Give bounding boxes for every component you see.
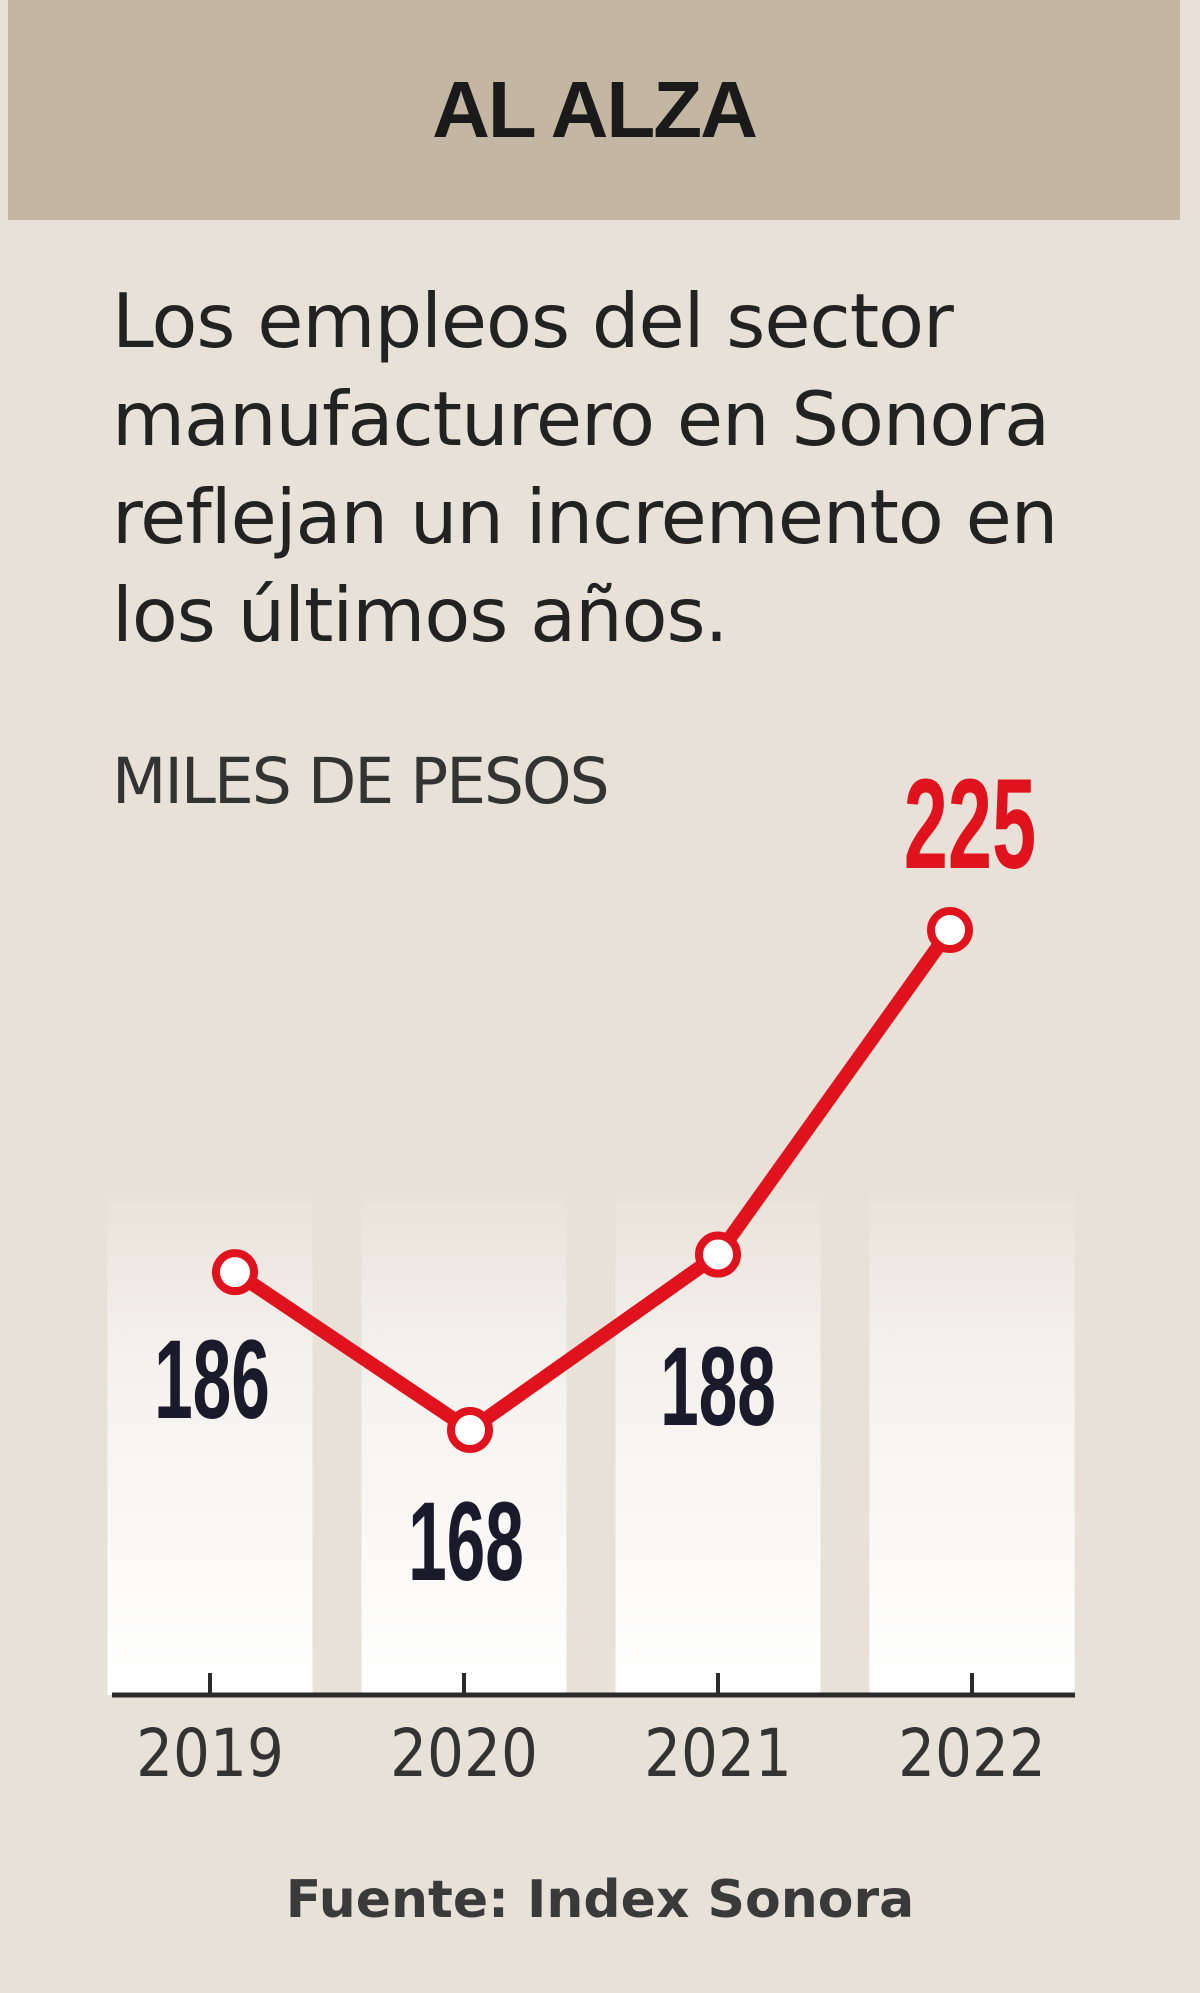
data-label: 186	[154, 1317, 270, 1442]
chart-title: AL ALZA	[432, 65, 758, 154]
source-note: Fuente: Index Sonora	[285, 1870, 915, 1930]
data-labels: 186 168 188 225	[154, 753, 1036, 1604]
chart-description: Los empleos del sector manufacturero en …	[112, 277, 1058, 659]
data-point	[212, 1249, 258, 1296]
data-label: 188	[660, 1324, 776, 1449]
data-label: 225	[904, 753, 1036, 896]
data-point	[447, 1407, 493, 1453]
data-point	[695, 1231, 741, 1278]
series-line	[228, 923, 957, 1437]
line-chart: 186 168 188 225 2019 2020 2021 2022	[107, 753, 1075, 1792]
background-column	[869, 1185, 1075, 1695]
x-tick-label: 2019	[136, 1714, 284, 1792]
x-tick-label: 2022	[898, 1714, 1046, 1792]
data-label: 168	[408, 1479, 524, 1604]
data-point	[927, 907, 973, 953]
x-tick-label: 2021	[644, 1714, 792, 1792]
x-axis-ticks	[208, 1673, 974, 1695]
data-points	[212, 907, 973, 1453]
x-tick-label: 2020	[390, 1714, 538, 1792]
chart-header: AL ALZA	[8, 0, 1180, 220]
units-label: MILES DE PESOS	[112, 745, 610, 818]
x-axis-labels: 2019 2020 2021 2022	[136, 1714, 1046, 1792]
background-columns	[107, 1185, 1075, 1695]
background-column	[107, 1185, 313, 1695]
